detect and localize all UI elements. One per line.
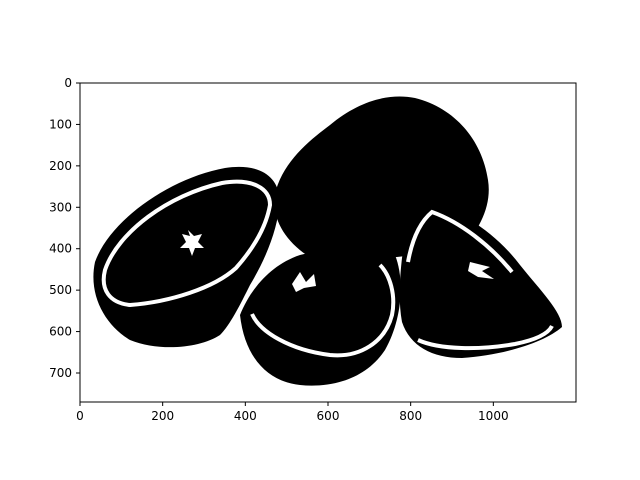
y-tick-label: 100 [49, 117, 72, 131]
x-tick-label: 800 [399, 409, 422, 423]
bitmap-image [93, 96, 562, 386]
y-tick-label: 200 [49, 159, 72, 173]
y-tick-label: 300 [49, 200, 72, 214]
orange-half-rind [101, 179, 273, 308]
x-tick-label: 0 [76, 409, 84, 423]
y-tick-label: 400 [49, 242, 72, 256]
orange-wedge-texture [468, 262, 494, 279]
y-tick-label: 700 [49, 366, 72, 380]
x-axis: 0 200 400 600 800 1000 [76, 402, 509, 423]
orange-wedge-shape [399, 203, 562, 358]
orange-wedge-rind [406, 209, 554, 351]
x-tick-label: 400 [234, 409, 257, 423]
x-tick-label: 600 [317, 409, 340, 423]
orange-half-pith [180, 230, 204, 256]
y-tick-label: 0 [64, 76, 72, 90]
orange-center-cut [292, 272, 316, 292]
y-tick-label: 500 [49, 283, 72, 297]
x-tick-label: 1000 [478, 409, 509, 423]
y-axis: 0 100 200 300 400 500 600 700 [49, 76, 80, 380]
x-tick-label: 200 [151, 409, 174, 423]
y-tick-label: 600 [49, 325, 72, 339]
orange-center-rind [250, 263, 396, 358]
orange-center-shape [240, 244, 401, 386]
